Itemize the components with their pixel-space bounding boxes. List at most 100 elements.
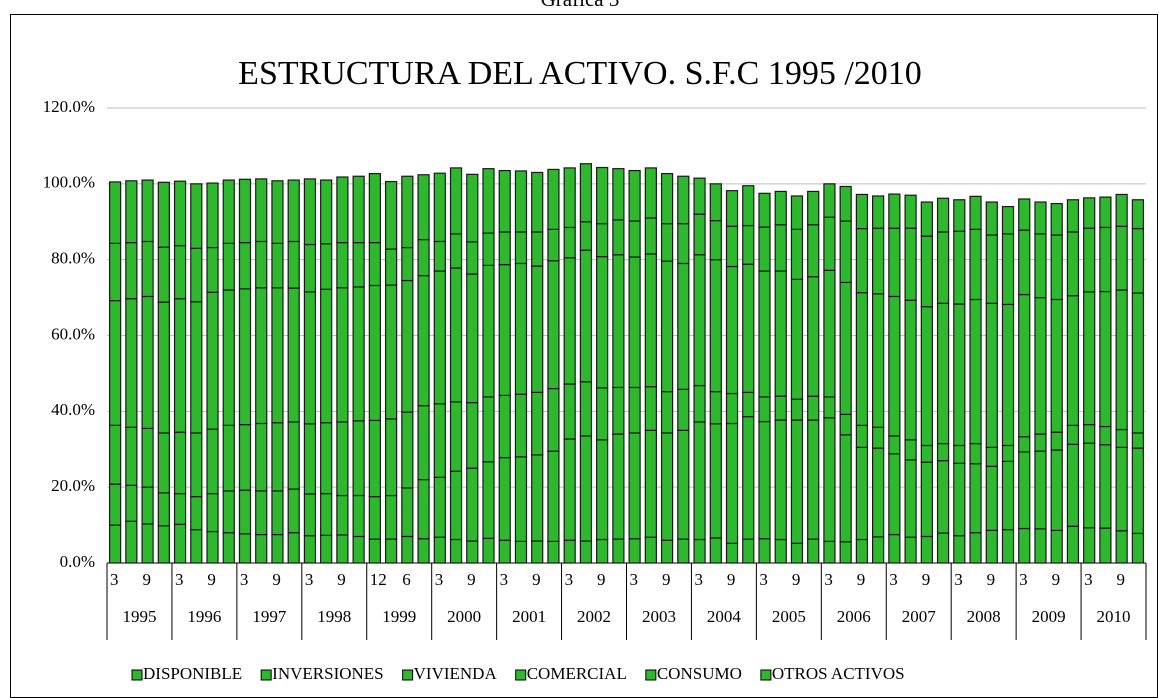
bar-segment: [904, 299, 917, 441]
bar-segment: [336, 494, 349, 536]
bar-segment: [563, 383, 576, 440]
bar-segment: [920, 535, 933, 564]
bar-segment: [855, 538, 869, 564]
bar-segment: [872, 426, 885, 449]
bar-segment: [531, 454, 544, 542]
bar-segment: [417, 274, 430, 407]
bar-segment: [774, 419, 787, 541]
bar-segment: [449, 233, 463, 269]
bar-segment: [888, 227, 901, 298]
bar-segment: [563, 539, 576, 564]
bar-segment: [888, 295, 901, 437]
bar-segment: [660, 223, 674, 262]
bar-segment: [417, 478, 430, 540]
bar-segment: [384, 284, 398, 420]
bar-segment: [579, 540, 593, 564]
bar-segment: [790, 542, 804, 564]
bar-segment: [953, 303, 966, 447]
bar-segment: [969, 463, 982, 534]
legend-label: OTROS ACTIVOS: [772, 664, 905, 683]
bar-segment: [693, 213, 706, 256]
bar-segment: [839, 413, 852, 436]
x-tick-label: 9: [792, 570, 801, 589]
bar-segment: [190, 301, 203, 434]
bar-segment: [433, 172, 446, 243]
bar-segment: [660, 539, 674, 564]
bar-segment: [579, 435, 593, 542]
x-tick-label: 9: [207, 570, 216, 589]
bar-segment: [596, 439, 609, 541]
bar-segment: [904, 439, 917, 461]
bar-segment: [1115, 446, 1128, 532]
bar-segment: [336, 242, 349, 289]
bar-segment: [823, 417, 836, 542]
bar-segment: [141, 427, 154, 488]
bar-segment: [1050, 449, 1063, 531]
bar-segment: [872, 195, 885, 229]
bar-segment: [985, 446, 998, 467]
y-tick-label: 80.0%: [51, 249, 95, 268]
bar-segment: [287, 240, 300, 289]
bar-segment: [1001, 444, 1015, 462]
bar-segment: [693, 384, 706, 423]
bar-segment: [563, 257, 576, 385]
bar-segment: [125, 180, 138, 244]
bar-segment: [547, 168, 560, 230]
bar-segment: [157, 246, 170, 303]
bar-segment: [872, 293, 885, 428]
bar-segment: [255, 178, 268, 243]
bar-segment: [384, 494, 398, 540]
bar-segment: [320, 288, 333, 424]
bar-segment: [206, 428, 219, 495]
bar-segment: [725, 542, 739, 564]
bar-segment: [287, 488, 300, 534]
bar-segment: [433, 476, 446, 538]
bar-segment: [1034, 433, 1047, 452]
bar-segment: [173, 493, 187, 525]
bar-segment: [790, 278, 804, 400]
bar-segment: [449, 267, 463, 403]
bar-segment: [125, 298, 138, 428]
bar-segment: [173, 298, 187, 433]
x-group-label: 1996: [187, 607, 221, 626]
bar-segment: [742, 391, 755, 418]
bar-segment: [336, 534, 349, 564]
bar-segment: [222, 490, 235, 534]
x-tick-label: 6: [402, 570, 411, 589]
bar-segment: [1066, 199, 1080, 233]
bar-segment: [1001, 233, 1015, 306]
bar-segment: [725, 225, 739, 268]
bar-segment: [433, 403, 446, 478]
bar-segment: [790, 419, 804, 544]
bar-segment: [628, 432, 641, 540]
x-tick-label: 9: [532, 570, 541, 589]
bar-segment: [547, 540, 560, 564]
bar-segment: [563, 167, 576, 229]
bar-segment: [303, 243, 317, 293]
bar-segment: [482, 232, 495, 266]
bar-segment: [1050, 529, 1063, 564]
bar-segment: [108, 181, 122, 244]
bar-segment: [839, 434, 852, 543]
bar-segment: [644, 167, 657, 219]
bar-segment: [660, 260, 674, 393]
bar-segment: [823, 183, 836, 218]
bar-segment: [888, 435, 901, 455]
x-group-label: 2003: [642, 607, 676, 626]
bar-segment: [1131, 199, 1145, 230]
bar-segment: [1018, 229, 1031, 296]
bar-segment: [303, 178, 317, 246]
x-tick-label: 9: [597, 570, 606, 589]
bar-segment: [255, 422, 268, 492]
bar-segment: [677, 388, 690, 431]
bar-segment: [190, 247, 203, 303]
bar-segment: [384, 418, 398, 497]
x-tick-label: 3: [954, 570, 963, 589]
bar-segment: [271, 287, 284, 424]
x-tick-label: 9: [1117, 570, 1126, 589]
bar-segment: [222, 289, 235, 426]
bar-segment: [157, 301, 170, 434]
bar-segment: [1050, 234, 1063, 301]
bar-segment: [320, 243, 333, 290]
x-tick-label: 3: [110, 570, 119, 589]
